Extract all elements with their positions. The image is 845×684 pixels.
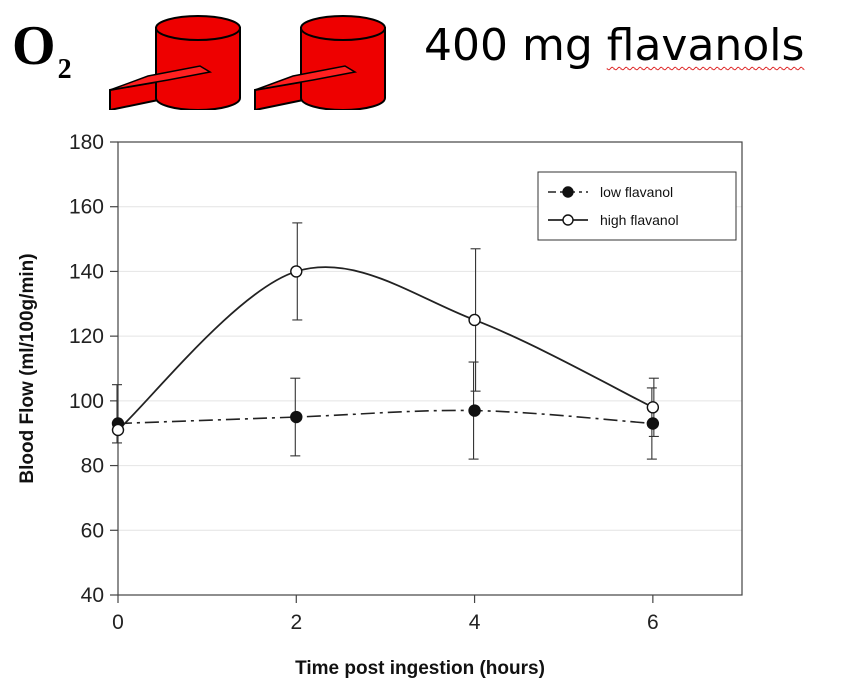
high-flavanol-point [468, 313, 481, 327]
dose-prefix: 400 mg [424, 20, 607, 71]
x-tick-label: 2 [290, 611, 302, 634]
legend-marker [562, 186, 574, 198]
dose-label: 400 mg flavanols [424, 20, 805, 71]
y-axis-title: Blood Flow (ml/100g/min) [17, 253, 38, 483]
legend-marker [562, 214, 574, 226]
x-tick-label: 6 [647, 611, 659, 634]
oxygen-letter: O [12, 15, 56, 77]
low-flavanol-point [290, 410, 303, 424]
y-tick-label: 40 [81, 584, 104, 607]
y-tick-label: 100 [69, 390, 104, 413]
oxygen-subscript: 2 [57, 54, 72, 85]
series-line-0 [117, 409, 653, 425]
y-tick-label: 80 [81, 455, 104, 478]
y-tick-label: 120 [69, 325, 104, 348]
red-cup-icon [109, 15, 241, 110]
high-flavanol-point [111, 423, 125, 437]
blood-flow-chart: 40 60 80 100 120 140 160 180 0 2 4 6 Time post inges… [17, 131, 743, 679]
legend-box [537, 171, 737, 241]
x-axis-title: Time post ingestion (hours) [295, 658, 545, 679]
cup-rim [155, 15, 241, 41]
x-tick-label: 0 [112, 611, 124, 634]
legend-label: low flavanol [600, 184, 673, 200]
plot-frame [117, 141, 743, 596]
high-flavanol-point [290, 265, 303, 278]
legend-label: high flavanol [600, 212, 679, 228]
y-tick-label: 60 [81, 519, 104, 542]
series-line-1 [117, 266, 654, 431]
low-flavanol-point [468, 404, 481, 417]
cup-rim [300, 15, 386, 41]
low-flavanol-point [646, 417, 660, 430]
x-tick-label: 4 [469, 611, 481, 634]
red-cup-icon [254, 15, 386, 110]
header: O2 400 mg flavanols [0, 0, 845, 115]
high-flavanol-point [646, 401, 660, 414]
oxygen-symbol: O2 [12, 15, 72, 84]
y-tick-label: 140 [69, 260, 104, 283]
y-tick-label: 160 [69, 196, 104, 219]
y-tick-label: 180 [69, 131, 104, 154]
dose-word: flavanols [606, 20, 805, 71]
